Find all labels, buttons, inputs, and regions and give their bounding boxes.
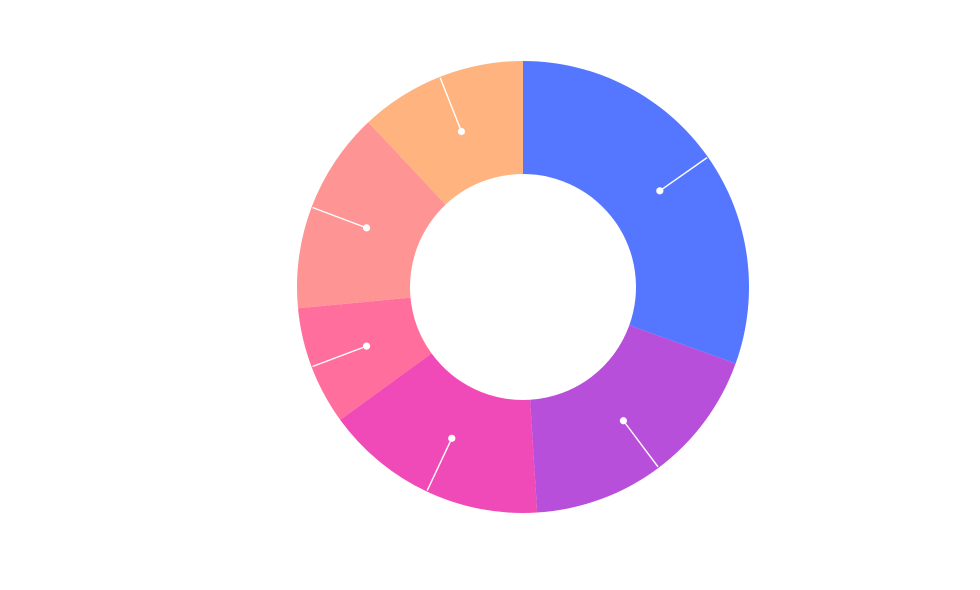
donut-slice-6[interactable]: [368, 61, 523, 205]
label-leader-line-3: [426, 438, 453, 491]
label-leader-line-1: [659, 157, 708, 192]
label-leader-line-2: [622, 420, 659, 468]
donut-slice-1[interactable]: [523, 61, 749, 364]
label-leader-dot-6: [457, 127, 466, 136]
label-leader-dot-2: [619, 417, 628, 425]
label-leader-line-5: [312, 206, 367, 229]
label-leader-dot-4: [362, 342, 371, 350]
donut-slice-3[interactable]: [340, 353, 538, 513]
label-leader-line-4: [312, 345, 367, 368]
donut-slice-4[interactable]: [298, 297, 432, 420]
label-leader-dot-5: [362, 224, 371, 232]
donut-slice-2[interactable]: [530, 325, 736, 513]
label-leader-dot-3: [448, 434, 456, 442]
label-leader-line-6: [439, 77, 463, 132]
donut-slice-5[interactable]: [297, 122, 446, 309]
label-leader-dot-1: [656, 187, 664, 195]
